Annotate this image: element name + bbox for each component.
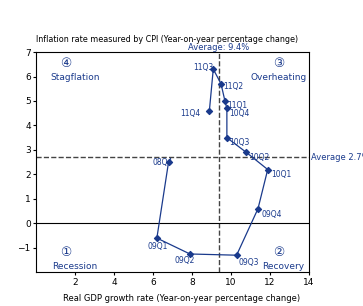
Point — [218, 81, 224, 86]
Text: Stagflation: Stagflation — [50, 73, 99, 82]
Text: 09Q4: 09Q4 — [262, 210, 282, 219]
Text: 11Q2: 11Q2 — [223, 82, 243, 91]
Text: 09Q1: 09Q1 — [147, 242, 167, 251]
Text: Average 2.7%: Average 2.7% — [311, 153, 363, 162]
Text: ②: ② — [274, 246, 285, 259]
Text: 10Q3: 10Q3 — [229, 138, 249, 147]
Text: 10Q1: 10Q1 — [272, 170, 292, 179]
Text: Real GDP growth rate (Year-on-year percentage change): Real GDP growth rate (Year-on-year perce… — [63, 294, 300, 303]
Point — [154, 236, 160, 241]
Text: 11Q4: 11Q4 — [180, 109, 200, 118]
Point — [244, 150, 249, 155]
Point — [207, 108, 212, 113]
Point — [211, 67, 216, 72]
Text: 08Q4: 08Q4 — [152, 158, 172, 167]
Point — [234, 253, 240, 258]
Text: Average: 9.4%: Average: 9.4% — [188, 43, 250, 52]
Text: Recovery: Recovery — [262, 262, 304, 271]
Point — [224, 135, 230, 140]
Point — [222, 99, 228, 103]
Text: 11Q1: 11Q1 — [227, 101, 247, 110]
Text: 11Q3: 11Q3 — [193, 63, 213, 73]
Text: Recession: Recession — [52, 262, 97, 271]
Text: 10Q4: 10Q4 — [229, 109, 249, 118]
Text: 09Q2: 09Q2 — [174, 256, 195, 265]
Point — [224, 106, 230, 111]
Point — [187, 252, 193, 256]
Text: 09Q3: 09Q3 — [238, 258, 259, 267]
Point — [265, 167, 270, 172]
Point — [255, 206, 261, 211]
Point — [166, 160, 171, 165]
Text: ①: ① — [60, 246, 71, 259]
Text: 10Q2: 10Q2 — [249, 153, 269, 162]
Text: ③: ③ — [274, 57, 285, 69]
Text: Overheating: Overheating — [250, 73, 306, 82]
Text: ④: ④ — [60, 57, 71, 69]
Text: Inflation rate measured by CPI (Year-on-year percentage change): Inflation rate measured by CPI (Year-on-… — [36, 35, 298, 44]
